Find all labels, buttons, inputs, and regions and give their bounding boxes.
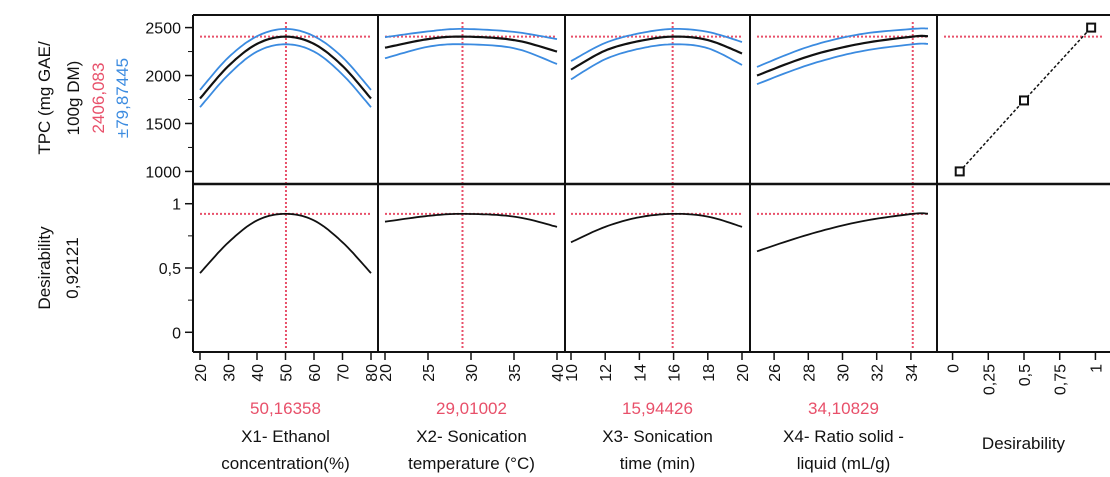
x-axis-title: temperature (°C) [408, 454, 535, 473]
current-factor-value: 34,10829 [808, 399, 879, 418]
x-axis-title: time (min) [620, 454, 696, 473]
y-tick-label: 1 [172, 197, 181, 214]
panel-desirability: 0 0,25 0,5 0,75 1 Desirability [944, 22, 1105, 453]
current-factor-value: 50,16358 [250, 399, 321, 418]
profiler-frame [193, 14, 1110, 353]
x-tick-label: 40 [250, 364, 267, 382]
tpc-predicted-value: 2406,083 [89, 63, 108, 134]
tpc-axis-title-line-2: 100g DM) [64, 61, 83, 136]
panel-x3-sonication-time: 10 12 14 16 18 20 15,94426 X3- Sonication time (… [564, 22, 752, 473]
panel-x1-ethanol: 20 30 40 50 60 70 80 50,16358 X1- Ethanol concent… [193, 22, 381, 473]
tpc-upper-ci-curve [199, 27, 372, 91]
current-factor-value: 15,94426 [622, 399, 693, 418]
y-tick-label: 2500 [145, 21, 181, 38]
desirability-handle[interactable] [1019, 95, 1029, 106]
x-tick-label: 30 [464, 364, 481, 382]
y-tick-label: 1500 [145, 116, 181, 133]
tpc-upper-ci-curve [384, 27, 558, 40]
x-tick-label: 60 [307, 364, 324, 382]
x-tick-label: 50 [279, 364, 296, 382]
tpc-y-tick-labels: 1000 1500 2000 2500 [145, 21, 181, 182]
desirability-curve [199, 212, 372, 274]
x-tick-label: 20 [193, 364, 210, 382]
x-tick-label: 28 [801, 364, 818, 382]
panel-x4-ratio-solid-liquid: 26 28 30 32 34 34,10829 X4- Ratio solid - liqui… [756, 22, 928, 473]
tpc-lower-ci-curve [384, 43, 558, 65]
x-tick-label: 0,5 [1017, 364, 1034, 386]
x-tick-label: 20 [378, 364, 395, 382]
tpc-lower-ci-curve [199, 43, 372, 108]
x-tick-label: 12 [598, 364, 615, 382]
desirability-curve [756, 212, 928, 253]
desirability-handle[interactable] [954, 166, 965, 177]
y-tick-label: 1000 [145, 164, 181, 181]
x-axis-title: concentration(%) [221, 454, 350, 473]
panel-x2-sonication-temperature: 20 25 30 35 40 29,01002 X2- Sonication temperat… [378, 22, 567, 473]
tpc-lower-ci-curve [570, 43, 743, 81]
desirability-y-tick-labels: 00,51 [159, 197, 181, 343]
current-factor-value: 29,01002 [436, 399, 507, 418]
x-tick-label: 0 [946, 364, 963, 373]
y-tick-label: 0,5 [159, 261, 181, 278]
x-tick-label: 18 [701, 364, 718, 382]
x-tick-label: 0,25 [981, 364, 998, 395]
x-tick-label: 35 [507, 364, 524, 382]
x-tick-label: 40 [550, 364, 567, 382]
x-axis-title: X3- Sonication [602, 427, 713, 446]
x-axis-title: Desirability [982, 434, 1066, 453]
x-tick-label: 30 [222, 364, 239, 382]
y-tick-label: 0 [172, 325, 181, 342]
desirability-value: 0,92121 [63, 237, 82, 298]
tpc-prediction-curve [199, 35, 372, 100]
tpc-upper-ci-curve [570, 27, 743, 62]
tpc-lower-ci-curve [756, 42, 928, 86]
x-tick-label: 25 [421, 364, 438, 382]
desirability-curve [384, 212, 558, 228]
x-tick-label: 14 [632, 364, 649, 382]
tpc-prediction-curve [384, 35, 558, 53]
x-axis-title: X4- Ratio solid - [783, 427, 904, 446]
x-tick-label: 16 [667, 364, 684, 382]
x-tick-label: 34 [904, 364, 921, 382]
x-axis-title: X1- Ethanol [241, 427, 330, 446]
x-tick-label: 1 [1088, 364, 1105, 373]
y-tick-label: 2000 [145, 69, 181, 86]
x-tick-label: 32 [870, 364, 887, 382]
x-tick-label: 20 [735, 364, 752, 382]
desirability-y-axis [185, 184, 194, 352]
x-tick-label: 80 [364, 364, 381, 382]
x-tick-label: 26 [767, 364, 784, 382]
desirability-curve [570, 212, 743, 244]
tpc-axis-title-line-1: TPC (mg GAE/ [35, 41, 54, 155]
x-tick-label: 70 [336, 364, 353, 382]
desirability-axis-title: Desirability [35, 226, 54, 310]
tpc-confidence-interval: ±79,87445 [113, 58, 132, 138]
x-axis-title: liquid (mL/g) [797, 454, 891, 473]
x-axis-title: X2- Sonication [416, 427, 527, 446]
tpc-prediction-curve [570, 35, 743, 71]
tpc-upper-ci-curve [756, 27, 928, 68]
tpc-prediction-curve [756, 34, 928, 77]
desirability-handle[interactable] [1086, 22, 1097, 33]
x-tick-label: 0,75 [1053, 364, 1070, 395]
tpc-y-axis [185, 15, 194, 184]
x-tick-label: 30 [836, 364, 853, 382]
x-tick-label: 10 [564, 364, 581, 382]
